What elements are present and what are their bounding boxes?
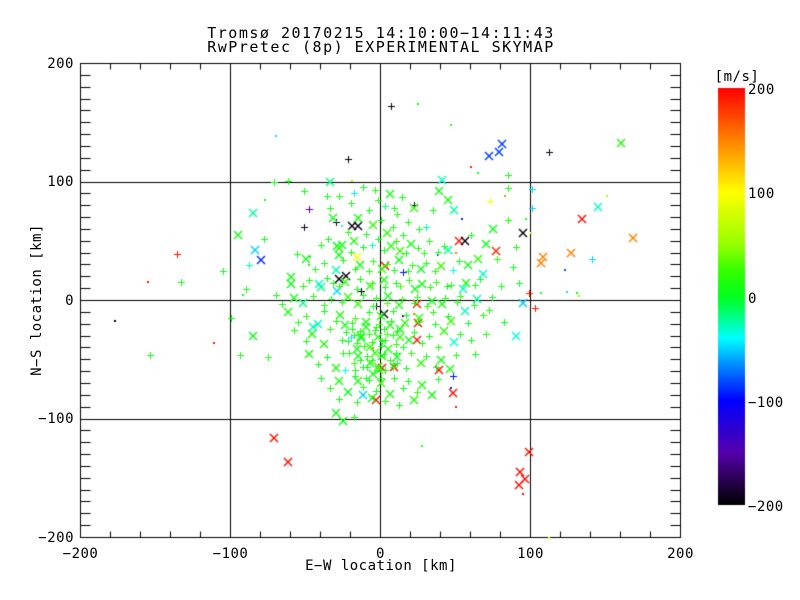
y-tick-label: 0 <box>65 292 74 309</box>
x-axis-label: E−W location [km] <box>305 558 457 574</box>
colorbar-tick-label: 200 <box>748 82 775 98</box>
y-tick-label: −100 <box>38 411 74 427</box>
colorbar-tick-label: −200 <box>748 499 784 515</box>
colorbar-tick-label: −100 <box>748 394 784 411</box>
x-tick-label: 0 <box>376 546 385 562</box>
colorbar-label: [m/s] <box>714 69 760 85</box>
y-tick-label: 100 <box>47 174 74 190</box>
x-tick-label: −100 <box>212 546 249 562</box>
x-tick-label: −200 <box>62 546 99 562</box>
colorbar-tick-label: 0 <box>748 290 757 307</box>
x-tick-label: 100 <box>517 546 544 562</box>
colorbar-tick-label: 100 <box>748 186 775 203</box>
plot-title-line1: Tromsø 20170215 14:10:00−14:11:43 <box>207 24 555 42</box>
plot-title-line2: RwPretec (8p) EXPERIMENTAL SKYMAP <box>207 38 555 56</box>
y-tick-label: −200 <box>38 529 74 546</box>
y-tick-label: 200 <box>47 55 74 72</box>
x-tick-label: 200 <box>667 546 694 562</box>
